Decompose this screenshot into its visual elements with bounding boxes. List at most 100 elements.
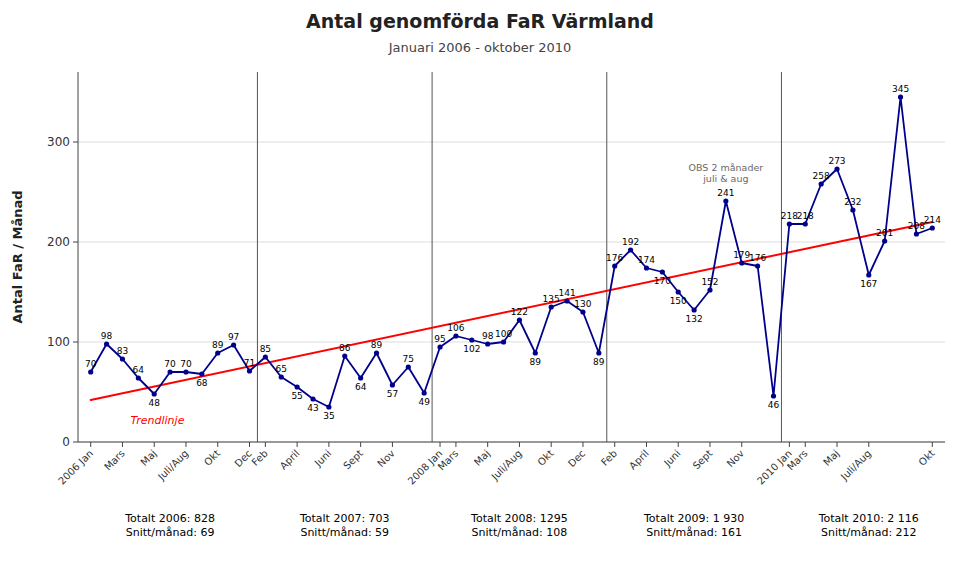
text-line: Snitt/månad: 212	[821, 526, 917, 539]
x-tick-label: Okt	[535, 448, 555, 468]
x-tick-label: Okt	[202, 448, 222, 468]
x-tick	[297, 442, 298, 447]
data-label: 214	[924, 215, 941, 225]
title: Antal genomförda FaR Värmland	[306, 10, 654, 32]
data-point	[295, 384, 300, 389]
data-label: 83	[117, 346, 128, 356]
data-point	[580, 309, 585, 314]
text-line: OBS 2 månader	[689, 162, 764, 173]
data-point	[644, 265, 649, 270]
data-point	[104, 341, 109, 346]
data-label: 345	[892, 84, 909, 94]
x-tick-label: Mars	[102, 448, 127, 473]
y-axis-line	[78, 72, 79, 442]
data-point	[152, 391, 157, 396]
text-line: Totalt 2007: 703	[299, 512, 390, 525]
grid-line	[78, 142, 945, 143]
data-label: 122	[511, 307, 528, 317]
data-point	[374, 350, 379, 355]
data-point	[739, 260, 744, 265]
data-point	[453, 333, 458, 338]
year-total: Totalt 2007: 703Snitt/månad: 59	[299, 512, 390, 539]
x-tick	[328, 442, 329, 447]
x-tick-label: Nov	[725, 448, 747, 470]
y-tick-label: 100	[47, 335, 70, 349]
data-line	[91, 97, 933, 407]
data-point	[612, 263, 617, 268]
x-tick-label: April	[278, 448, 302, 472]
x-tick-label: Juni	[312, 448, 334, 470]
data-point	[819, 181, 824, 186]
y-tick	[73, 142, 78, 143]
x-tick-label: Juli/Aug	[838, 448, 873, 483]
x-tick-label: Juni	[661, 448, 683, 470]
data-label: 150	[670, 296, 687, 306]
data-point	[390, 382, 395, 387]
data-label: 64	[355, 382, 367, 392]
text-line: juli & aug	[702, 173, 748, 184]
data-point	[199, 371, 204, 376]
data-label: 86	[339, 343, 351, 353]
data-point	[136, 375, 141, 380]
data-label: 98	[101, 331, 113, 341]
y-tick-label: 300	[47, 135, 70, 149]
text-line: Snitt/månad: 161	[646, 526, 742, 539]
data-label: 89	[371, 340, 383, 350]
text-line: Snitt/månad: 59	[300, 526, 389, 539]
y-tick	[73, 342, 78, 343]
x-tick-label: Mars	[785, 448, 810, 473]
x-tick-label: Sept	[691, 448, 715, 472]
data-point	[898, 94, 903, 99]
x-tick	[837, 442, 838, 447]
data-point	[263, 354, 268, 359]
data-label: 218	[797, 211, 814, 221]
data-point	[533, 350, 538, 355]
x-tick	[360, 442, 361, 447]
x-tick	[868, 442, 869, 447]
data-label: 106	[447, 323, 464, 333]
data-point	[120, 356, 125, 361]
data-label: 85	[260, 344, 271, 354]
data-label: 97	[228, 332, 239, 342]
data-label: 89	[593, 357, 605, 367]
data-label: 201	[876, 228, 893, 238]
data-point	[834, 166, 839, 171]
data-point	[310, 396, 315, 401]
x-tick	[249, 442, 250, 447]
data-point	[549, 304, 554, 309]
x-tick	[185, 442, 186, 447]
x-tick-label: Dec	[566, 448, 587, 469]
x-tick	[582, 442, 583, 447]
x-tick-label: Sept	[341, 448, 365, 472]
data-label: 208	[908, 221, 925, 231]
chart: Antal genomförda FaR VärmlandJanuari 200…	[0, 0, 960, 574]
year-divider	[257, 72, 258, 442]
data-point	[501, 339, 506, 344]
data-label: 232	[844, 197, 861, 207]
data-label: 48	[148, 398, 160, 408]
x-tick-label: Feb	[249, 448, 269, 468]
x-tick-label: Maj	[472, 448, 492, 468]
x-tick	[519, 442, 520, 447]
data-point	[692, 307, 697, 312]
x-tick-label: Mars	[436, 448, 461, 473]
x-tick	[789, 442, 790, 447]
x-tick-label: Juli/Aug	[489, 448, 524, 483]
data-label: 218	[781, 211, 798, 221]
x-tick	[741, 442, 742, 447]
data-label: 102	[463, 344, 480, 354]
data-label: 70	[180, 359, 192, 369]
data-point	[167, 369, 172, 374]
data-point	[660, 269, 665, 274]
data-label: 179	[733, 250, 750, 260]
data-point	[406, 364, 411, 369]
grid-line	[78, 342, 945, 343]
data-point	[231, 342, 236, 347]
x-tick-label: Nov	[375, 448, 397, 470]
data-label: 132	[686, 314, 703, 324]
data-point	[422, 390, 427, 395]
data-point	[215, 350, 220, 355]
data-label: 152	[701, 277, 718, 287]
grid-line	[78, 442, 945, 443]
x-tick-label: Maj	[821, 448, 841, 468]
